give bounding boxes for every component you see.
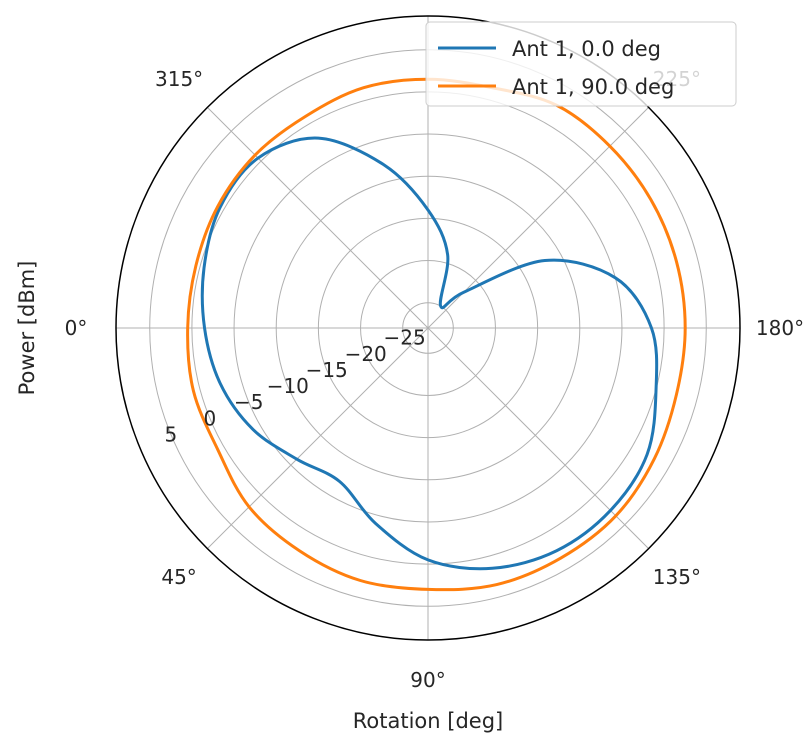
series-layer	[186, 77, 687, 592]
polar-frame	[115, 15, 741, 641]
grid-spokes	[116, 16, 740, 640]
r-tick-label-3: −10	[267, 374, 309, 398]
legend: Ant 1, 0.0 deg Ant 1, 90.0 deg	[425, 21, 737, 107]
r-tick-label-0: −25	[383, 326, 425, 350]
series-line-0	[200, 136, 659, 571]
legend-label-ant1-0deg: Ant 1, 0.0 deg	[512, 37, 661, 61]
theta-tick-label-2: 90°	[410, 668, 445, 692]
theta-tick-label-3: 135°	[653, 565, 701, 589]
theta-tick-label-7: 315°	[155, 67, 203, 91]
legend-label-ant1-90deg: Ant 1, 90.0 deg	[512, 75, 674, 99]
theta-tick-label-0: 0°	[65, 316, 88, 340]
y-axis-label: Power [dBm]	[15, 261, 39, 396]
theta-tick-label-4: 180°	[756, 316, 804, 340]
grid-spoke-315	[207, 107, 429, 329]
r-tick-label-2: −15	[306, 358, 348, 382]
r-tick-labels: −25−20−15−10−5 0 5	[165, 326, 426, 447]
x-axis-label: Rotation [deg]	[353, 709, 503, 733]
r-tick-label-1: −20	[345, 342, 387, 366]
r-tick-label-6: 5	[165, 423, 178, 447]
series-line-1	[186, 77, 687, 592]
r-tick-label-4: −5	[234, 390, 263, 414]
theta-tick-label-1: 45°	[161, 565, 196, 589]
r-tick-label-5: 0	[204, 406, 217, 430]
grid-spoke-135	[427, 327, 649, 549]
grid-spoke-45	[207, 327, 429, 549]
legend-box	[425, 21, 737, 107]
theta-tick-labels: 0°45°90°135°180°225°270°315°	[65, 67, 804, 692]
